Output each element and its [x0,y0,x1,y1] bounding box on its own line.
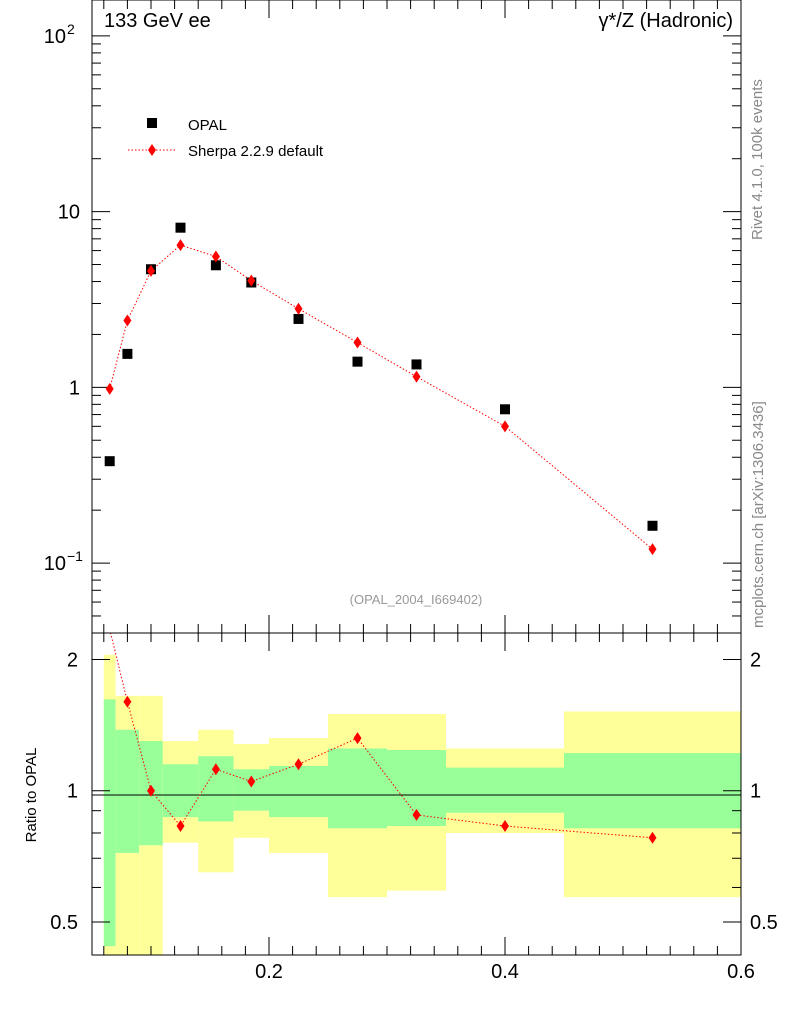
main-frame [91,0,742,634]
legend-mc-marker [148,144,156,156]
stat-uncertainty-band [564,753,741,829]
mc-data-point [147,264,155,277]
x-tick-label: 0.6 [727,961,755,983]
rivet-label: Rivet 4.1.0, 100k events [749,79,766,240]
mc-data-point [412,370,421,383]
legend-opal-marker [147,118,157,128]
opal-data-point [175,222,186,233]
stat-uncertainty-band [233,769,269,811]
ratio-data-point [353,732,362,745]
main-y-tick-label: 10 [44,553,66,575]
mc-polyline [109,244,653,550]
ratio-y-tick-label-left: 2 [67,649,78,671]
ratio-data-point [211,763,220,776]
opal-data-point [500,404,510,415]
ratio-data-point [147,784,155,797]
legend-mc-label: Sherpa 2.2.9 default [188,143,324,160]
stat-uncertainty-band [103,699,116,947]
main-y-tick-label: 10 [44,26,66,48]
opal-data-point [104,456,115,467]
mc-data-point [294,302,303,315]
x-tick-label: 0.2 [255,961,283,983]
ratio-data-point [294,758,303,771]
ratio-y-tick-labels: 0.5 0.5 1 1 2 2 [50,649,778,934]
stat-uncertainty-band [269,765,328,818]
mc-data-point [176,239,185,252]
main-markers [104,222,658,556]
stat-uncertainty-band [328,748,387,829]
stat-uncertainty-band [115,729,140,853]
opal-data-point [210,260,221,271]
ratio-y-tick-label-right: 0.5 [750,912,778,934]
mc-data-point [353,336,362,349]
x-tick-label: 0.4 [491,961,519,983]
mc-data-point [211,250,220,263]
main-y-tick-label: 10 [58,202,80,224]
main-y-tick-exponent: 2 [67,21,75,37]
ratio-data-point [648,831,657,844]
legend-opal-label: OPAL [188,117,227,134]
opal-data-point [352,356,363,367]
ratio-data-point [123,695,132,708]
title-left: 133 GeV ee [104,10,211,32]
ratio-data-point [412,808,421,821]
main-y-tick-exponent: −1 [67,548,83,564]
ratio-y-tick-label-right: 1 [750,781,761,803]
ratio-bands [103,654,741,955]
mc-data-point [123,314,132,327]
main-y-tick-label: 1 [69,377,80,399]
ratio-data-point [176,820,185,833]
mc-data-point [105,382,114,395]
ratio-data-point [247,775,256,788]
x-tick-labels: 0.2 0.4 0.6 [255,961,755,983]
ratio-panel: 0.5 0.5 1 1 2 2 0.2 0.4 0.6 Ratio to OPAL [23,632,778,983]
opal-data-point [647,520,658,531]
ratio-y-tick-label-right: 2 [750,649,761,671]
main-ticks [92,0,742,634]
mcplots-label: mcplots.cern.ch [arXiv:1306.3436] [750,401,767,628]
mc-data-point [247,274,256,287]
opal-data-point [122,348,133,359]
ratio-data-point [501,820,509,833]
mc-line [109,244,653,550]
analysis-watermark: (OPAL_2004_I669402) [350,592,483,607]
ratio-y-tick-label-left: 1 [67,781,78,803]
title-right: γ*/Z (Hadronic) [599,10,733,32]
mc-data-point [501,420,509,433]
ratio-y-axis-label: Ratio to OPAL [23,748,40,843]
opal-data-point [293,313,304,324]
ratio-markers [123,695,657,844]
mc-data-point [648,543,657,556]
ratio-frame [91,632,742,956]
legend: OPAL Sherpa 2.2.9 default [128,117,324,160]
stat-uncertainty-band [446,767,564,813]
opal-data-point [411,359,422,370]
stat-uncertainty-band [162,764,199,818]
ratio-y-tick-label-left: 0.5 [50,912,78,934]
